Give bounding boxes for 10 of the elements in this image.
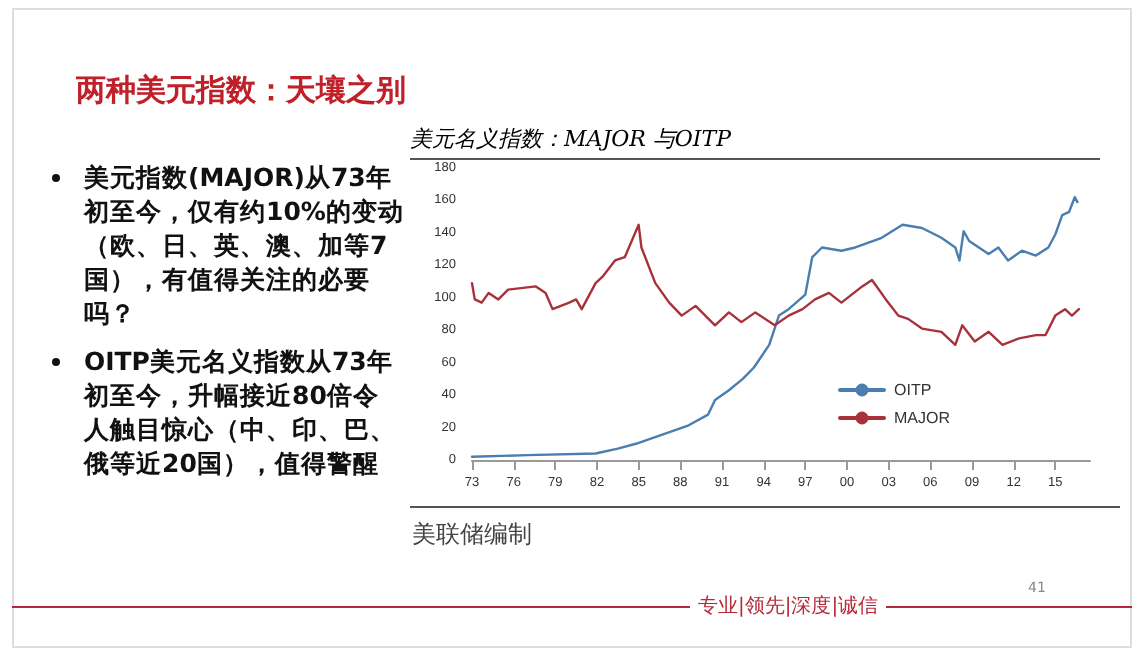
text: 美联储编制 bbox=[412, 518, 532, 552]
chart-subtitle: 美元名义指数：MAJOR 与OITP bbox=[410, 124, 1100, 160]
legend-label: MAJOR bbox=[894, 409, 951, 427]
text: OITP美元名义指数从73年初至今，升幅接近80倍令人触目惊心（中、印、巴、俄等近20国），值得警醒 bbox=[81, 344, 398, 480]
text: 美元指数(MAJOR)从73年初至今，仅有约10%的变动（欧、日、英、澳、加等7国），有值得关注的必要吗？ bbox=[81, 160, 404, 330]
legend-label: OITP bbox=[894, 381, 932, 399]
line-series bbox=[470, 223, 1081, 347]
text: 专业|领先|深度|诚信 bbox=[690, 592, 887, 620]
chart-title: 两种美元指数：天壤之别 bbox=[76, 72, 406, 110]
line-series bbox=[470, 196, 1079, 458]
